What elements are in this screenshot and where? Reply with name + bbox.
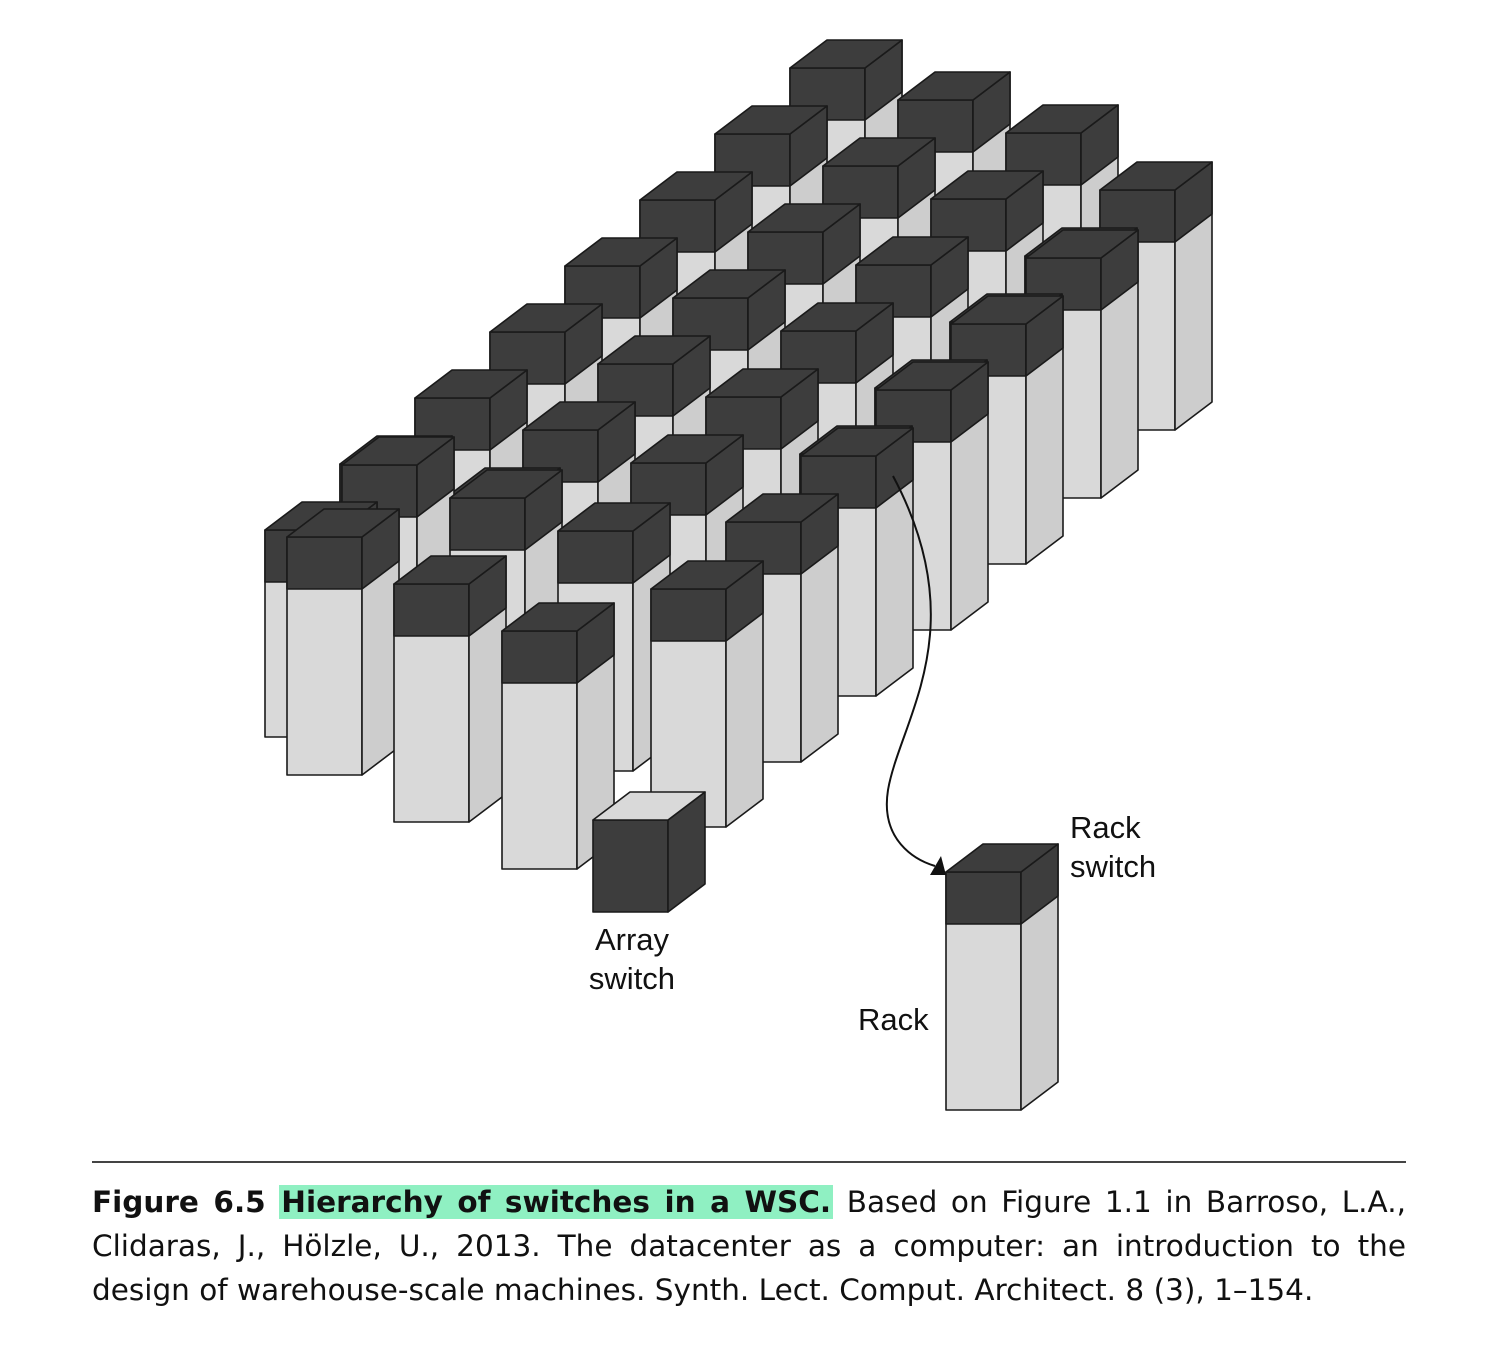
rack-switch-label-line2: switch xyxy=(1070,849,1157,884)
rack-unit xyxy=(650,560,764,828)
rack-top-face xyxy=(789,39,903,69)
rack-label: Rack xyxy=(858,1002,929,1037)
rack-array xyxy=(264,39,1213,870)
rack-top-face xyxy=(747,203,861,233)
rack-top-face xyxy=(501,602,615,632)
rack-unit xyxy=(286,508,400,776)
rack-top-face xyxy=(1005,104,1119,134)
array-switch-label-line2: switch xyxy=(588,961,676,996)
rack-top-face xyxy=(930,170,1044,200)
arrowhead-icon xyxy=(930,856,946,875)
rack-top-face xyxy=(393,555,507,585)
rack-top-face xyxy=(800,427,914,457)
array-switch-label: Array switch xyxy=(586,920,678,998)
array-switch-label-line1: Array xyxy=(594,922,670,957)
rack-top-face xyxy=(705,368,819,398)
rack-switch-front xyxy=(286,536,363,590)
rack-top-face xyxy=(672,269,786,299)
rack-top-face xyxy=(286,508,400,538)
rack-top-face xyxy=(597,335,711,365)
rack-switch-front xyxy=(501,630,578,684)
caption-text: Based on Figure 1.1 in Barroso, L.A., Cl… xyxy=(92,1185,1406,1307)
rack-unit xyxy=(393,555,507,823)
rack-switch-front xyxy=(557,530,634,584)
rack-switch-front xyxy=(449,497,526,551)
rack-top-face xyxy=(650,560,764,590)
rack-top-face xyxy=(780,302,894,332)
array-switch-top xyxy=(592,791,706,821)
rack-top-face xyxy=(714,105,828,135)
figure-title: Hierarchy of switches in a WSC. xyxy=(279,1185,834,1219)
figure-caption: Figure 6.5 Hierarchy of switches in a WS… xyxy=(92,1180,1406,1312)
array-switch xyxy=(592,791,706,913)
rack-top-face xyxy=(489,303,603,333)
rack-top-face xyxy=(414,369,528,399)
standalone-rack-group xyxy=(945,843,1059,1111)
rack-switch-label-line1: Rack xyxy=(1070,810,1141,845)
rack-top-face xyxy=(875,361,989,391)
rack-top-face xyxy=(639,171,753,201)
rack-top-face xyxy=(950,295,1064,325)
standalone-rack xyxy=(945,843,1059,1111)
rack-top-face xyxy=(341,436,455,466)
rack-switch-front xyxy=(393,583,470,637)
warehouse-rack-diagram xyxy=(264,39,1213,1111)
rack-top-face xyxy=(449,469,563,499)
caption-divider xyxy=(92,1161,1406,1163)
rack-top-face xyxy=(897,71,1011,101)
rack-unit xyxy=(501,602,615,870)
figure-number: Figure 6.5 xyxy=(92,1185,266,1219)
rack-switch-front xyxy=(945,871,1022,925)
rack-top-face xyxy=(1099,161,1213,191)
rack-top-face xyxy=(945,843,1059,873)
rack-top-face xyxy=(557,502,671,532)
rack-switch-front xyxy=(650,588,727,642)
rack-top-face xyxy=(522,401,636,431)
rack-top-face xyxy=(725,493,839,523)
rack-switch-label: Rack switch xyxy=(1070,808,1156,886)
array-switch-front xyxy=(592,819,669,913)
rack-top-face xyxy=(564,237,678,267)
rack-callout-arrow xyxy=(885,475,936,867)
rack-top-face xyxy=(855,236,969,266)
rack-top-face xyxy=(822,137,936,167)
rack-top-face xyxy=(1025,229,1139,259)
rack-top-face xyxy=(630,434,744,464)
